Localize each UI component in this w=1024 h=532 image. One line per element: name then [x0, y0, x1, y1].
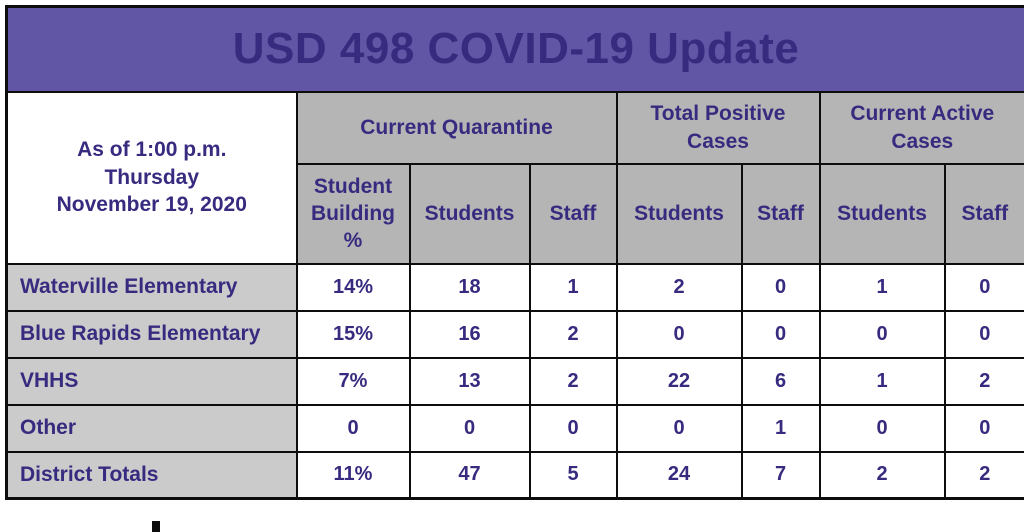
data-cell: 2 — [943, 450, 1024, 500]
data-cell: 2 — [818, 450, 946, 500]
data-cell: 1 — [818, 356, 946, 406]
data-cell: 13 — [408, 356, 531, 406]
data-cell: 0 — [615, 309, 743, 359]
data-cell: 7% — [295, 356, 411, 406]
sub-header-positive-students: Students — [615, 162, 743, 265]
row-label-cell: Blue Rapids Elementary — [5, 309, 298, 359]
data-cell: 18 — [408, 262, 531, 312]
data-cell: 1 — [818, 262, 946, 312]
group-header-total-positive-cases: Total Positive Cases — [615, 90, 821, 165]
row-label-cell: District Totals — [5, 450, 298, 500]
data-cell: 2 — [615, 262, 743, 312]
group-header-current-quarantine: Current Quarantine — [295, 90, 618, 165]
data-cell: 47 — [408, 450, 531, 500]
data-cell: 16 — [408, 309, 531, 359]
as-of-date-cell: As of 1:00 p.m. Thursday November 19, 20… — [5, 90, 298, 265]
sub-header-quarantine-students: Students — [408, 162, 531, 265]
data-cell: 11% — [295, 450, 411, 500]
data-cell: 2 — [943, 356, 1024, 406]
table-row: Waterville Elementary 14% 18 1 2 0 1 0 — [5, 262, 1024, 312]
data-cell: 5 — [528, 450, 618, 500]
data-cell: 6 — [740, 356, 821, 406]
sub-header-active-staff: Staff — [943, 162, 1024, 265]
data-cell: 0 — [408, 403, 531, 453]
data-cell: 15% — [295, 309, 411, 359]
table-row: Blue Rapids Elementary 15% 16 2 0 0 0 0 — [5, 309, 1024, 359]
data-cell: 0 — [818, 309, 946, 359]
data-cell: 0 — [740, 309, 821, 359]
row-label-cell: Waterville Elementary — [5, 262, 298, 312]
row-label-cell: Other — [5, 403, 298, 453]
sub-header-quarantine-staff: Staff — [528, 162, 618, 265]
sub-header-student-building-pct: Student Building % — [295, 162, 411, 265]
data-cell: 0 — [295, 403, 411, 453]
sub-header-active-students: Students — [818, 162, 946, 265]
title-row: USD 498 COVID-19 Update — [5, 5, 1024, 93]
sub-header-row: Student Building % Students Staff Studen… — [7, 162, 1024, 265]
page-title: USD 498 COVID-19 Update — [5, 5, 1024, 93]
data-cell: 0 — [528, 403, 618, 453]
data-cell: 0 — [615, 403, 743, 453]
data-cell: 14% — [295, 262, 411, 312]
sub-header-positive-staff: Staff — [740, 162, 821, 265]
data-cell: 24 — [615, 450, 743, 500]
table-row: Other 0 0 0 0 1 0 0 — [5, 403, 1024, 453]
data-cell: 0 — [740, 262, 821, 312]
data-cell: 0 — [818, 403, 946, 453]
table-row: District Totals 11% 47 5 24 7 2 2 — [5, 450, 1024, 500]
row-label-cell: VHHS — [5, 356, 298, 406]
data-cell: 22 — [615, 356, 743, 406]
data-cell: 7 — [740, 450, 821, 500]
data-cell: 0 — [943, 403, 1024, 453]
group-header-current-active-cases: Current Active Cases — [818, 90, 1024, 165]
data-cell: 1 — [528, 262, 618, 312]
data-cell: 2 — [528, 309, 618, 359]
data-cell: 2 — [528, 356, 618, 406]
cropped-row-divider — [152, 521, 160, 532]
table-row: VHHS 7% 13 2 22 6 1 2 — [5, 356, 1024, 406]
data-cell: 0 — [943, 262, 1024, 312]
group-header-row: As of 1:00 p.m. Thursday November 19, 20… — [5, 90, 1024, 265]
covid-update-table: USD 498 COVID-19 Update As of 1:00 p.m. … — [5, 5, 1024, 500]
data-cell: 1 — [740, 403, 821, 453]
data-cell: 0 — [943, 309, 1024, 359]
